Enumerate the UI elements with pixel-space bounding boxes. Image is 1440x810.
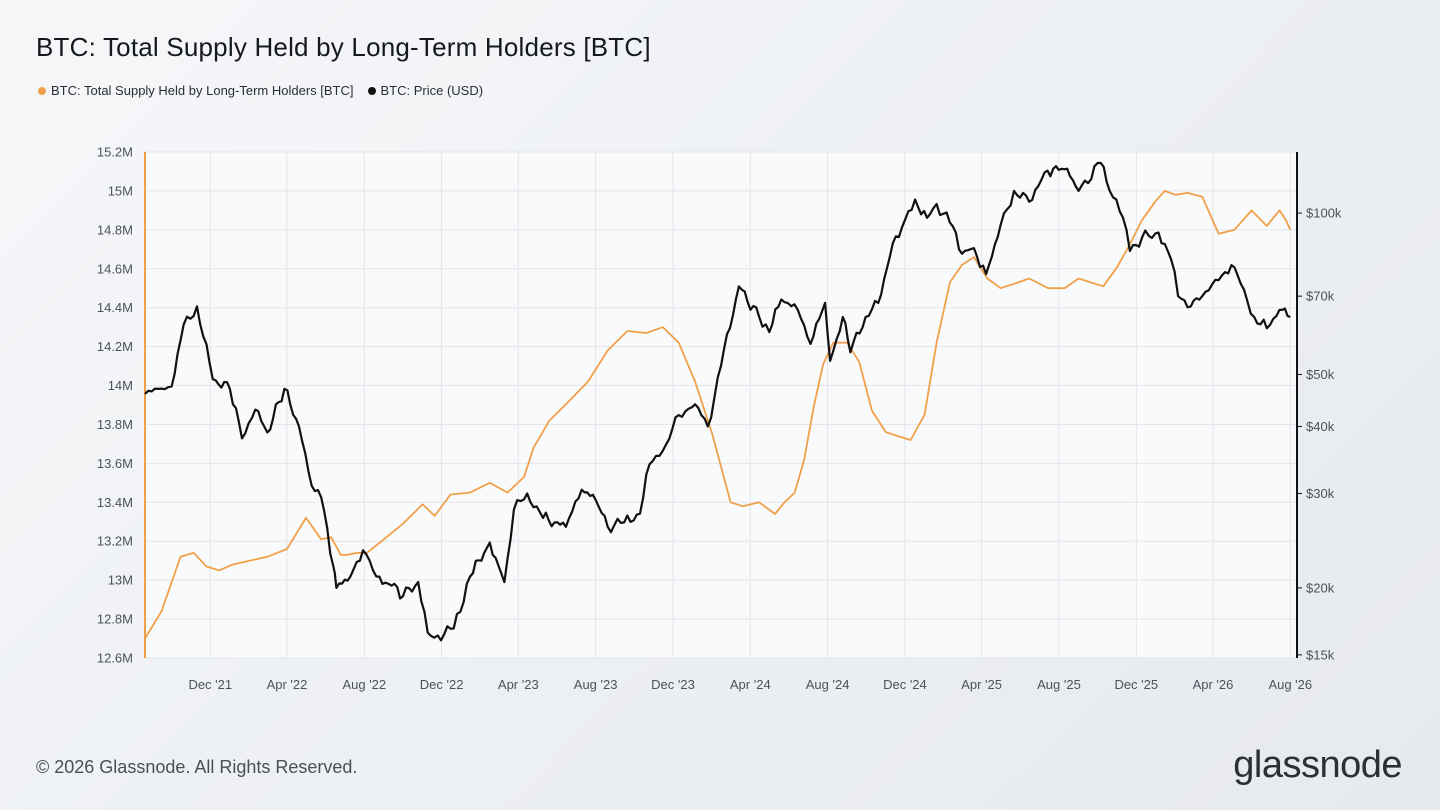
x-tick-label: Apr '26 <box>1193 677 1234 692</box>
x-tick-label: Dec '21 <box>188 677 232 692</box>
plot-area <box>145 152 1296 658</box>
x-tick-label: Aug '22 <box>342 677 386 692</box>
y-right-tick-label: $30k <box>1306 486 1335 501</box>
legend-dot-lth-supply <box>38 86 46 95</box>
y-right-tick-label: $40k <box>1306 419 1335 434</box>
y-left-tick-label: 14.4M <box>97 300 133 315</box>
price-series-line[interactable] <box>144 161 1291 642</box>
glassnode-logo[interactable]: glassnode <box>1233 744 1402 786</box>
lth-supply-series-line[interactable] <box>144 190 1292 639</box>
chart-ticks: Dec '21 Apr '22 Aug '22 Dec '22 Apr '23 Aug '… <box>97 145 1342 693</box>
x-tick-label: Aug '23 <box>574 677 618 692</box>
chart-legend: BTC: Total Supply Held by Long-Term Hold… <box>38 83 483 98</box>
y-left-tick-label: 13.2M <box>97 534 133 549</box>
x-tick-label: Dec '25 <box>1114 677 1158 692</box>
legend-dot-price <box>367 86 376 95</box>
chart-axes <box>144 152 1302 658</box>
x-tick-label: Aug '24 <box>806 677 850 692</box>
legend-item-price[interactable]: BTC: Price (USD) <box>367 83 484 98</box>
y-left-tick-label: 13.8M <box>97 417 133 432</box>
y-left-tick-label: 14.6M <box>97 261 133 276</box>
y-left-tick-label: 12.8M <box>97 612 133 627</box>
x-tick-label: Apr '23 <box>498 677 539 692</box>
x-tick-label: Apr '25 <box>961 677 1002 692</box>
chart-series <box>144 161 1292 642</box>
x-tick-label: Dec '22 <box>420 677 464 692</box>
y-left-tick-label: 14.2M <box>97 339 133 354</box>
y-left-tick-label: 14M <box>108 378 133 393</box>
y-right-tick-label: $100k <box>1306 206 1342 221</box>
y-right-tick-label: $50k <box>1306 367 1335 382</box>
x-tick-label: Aug '25 <box>1037 677 1081 692</box>
y-left-tick-label: 13.6M <box>97 456 133 471</box>
y-left-tick-label: 12.6M <box>97 651 133 666</box>
chart-title: BTC: Total Supply Held by Long-Term Hold… <box>36 32 651 62</box>
x-tick-label: Dec '24 <box>883 677 927 692</box>
y-left-tick-label: 13.4M <box>97 495 133 510</box>
chart-grid <box>145 151 1296 659</box>
y-right-tick-label: $20k <box>1306 580 1335 595</box>
y-right-tick-label: $70k <box>1306 289 1335 304</box>
legend-label-price: BTC: Price (USD) <box>380 83 484 98</box>
legend-item-lth-supply[interactable]: BTC: Total Supply Held by Long-Term Hold… <box>38 83 354 98</box>
copyright-text: © 2026 Glassnode. All Rights Reserved. <box>36 757 358 777</box>
legend-label-lth-supply: BTC: Total Supply Held by Long-Term Hold… <box>51 83 354 98</box>
x-tick-label: Aug '26 <box>1268 677 1312 692</box>
y-left-tick-label: 15.2M <box>97 145 133 160</box>
y-right-tick-label: $15k <box>1306 647 1335 662</box>
y-left-tick-label: 14.8M <box>97 222 133 237</box>
y-left-tick-label: 13M <box>108 573 133 588</box>
x-tick-label: Apr '22 <box>267 677 308 692</box>
y-left-tick-label: 15M <box>108 183 133 198</box>
x-tick-label: Dec '23 <box>651 677 695 692</box>
x-tick-label: Apr '24 <box>730 677 771 692</box>
